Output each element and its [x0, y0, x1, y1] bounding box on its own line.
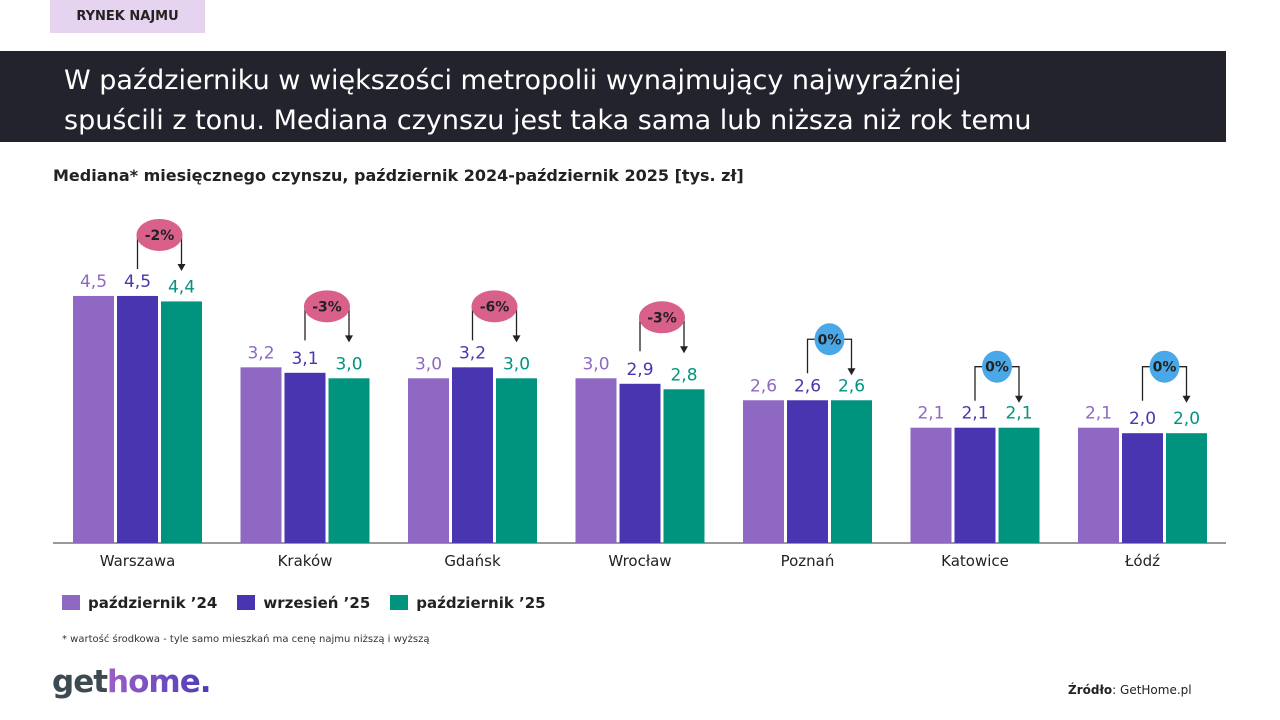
arrow-down-icon: [345, 335, 353, 343]
footnote: * wartość środkowa - tyle samo mieszkań …: [62, 634, 430, 645]
bar: [663, 389, 705, 543]
arrow-down-icon: [1015, 395, 1023, 403]
change-badge: [136, 218, 183, 251]
bar: [117, 295, 158, 543]
logo-part: get: [52, 664, 108, 700]
data-label: 2,1: [917, 404, 944, 424]
category-label: Katowice: [941, 552, 1009, 570]
source-value: : GetHome.pl: [1112, 683, 1192, 697]
change-label: 0%: [818, 332, 842, 348]
legend-swatch: [237, 595, 256, 610]
data-label: 2,1: [961, 404, 988, 424]
bar: [787, 400, 828, 543]
category-label: Gdańsk: [444, 552, 501, 570]
bar: [831, 400, 872, 543]
data-label: 3,0: [503, 354, 530, 374]
legend-swatch: [62, 595, 80, 610]
bar: [73, 295, 114, 543]
data-label: 3,1: [291, 349, 318, 369]
change-badge: [471, 290, 518, 323]
data-label: 3,2: [459, 343, 486, 363]
legend-label: październik ’25: [416, 594, 546, 612]
section-tag: RYNEK NAJMU: [50, 0, 205, 33]
arrow-down-icon: [847, 368, 856, 376]
data-label: 2,0: [1129, 409, 1156, 429]
data-label: 4,5: [80, 272, 107, 292]
data-label: 4,5: [124, 272, 151, 292]
change-label: 0%: [1153, 360, 1177, 376]
chart-title: Mediana* miesięcznego czynszu, październ…: [53, 166, 744, 185]
category-label: Łódź: [1124, 552, 1160, 570]
bar: [575, 378, 617, 543]
bar: [910, 427, 952, 543]
arrow-down-icon: [177, 263, 186, 271]
category-label: Warszawa: [100, 552, 176, 570]
data-label: 3,0: [415, 354, 442, 374]
change-badge: [814, 323, 845, 356]
category-label: Poznań: [781, 552, 835, 570]
legend-swatch: [390, 595, 409, 610]
bar: [619, 383, 661, 543]
change-label: -3%: [647, 310, 677, 326]
headline: W październiku w większości metropolii w…: [0, 51, 1226, 142]
headline-line-2: spuścili z tonu. Mediana czynszu jest ta…: [64, 105, 1032, 136]
legend: październik ’24 wrzesień ’25 październik…: [62, 594, 546, 612]
data-label: 2,1: [1005, 404, 1032, 424]
legend-item: październik ’24: [62, 594, 217, 612]
data-label: 3,0: [582, 354, 609, 374]
data-label: 2,1: [1085, 404, 1112, 424]
bar: [743, 400, 784, 543]
legend-label: październik ’24: [88, 594, 218, 612]
bar: [1078, 427, 1119, 543]
bar: [408, 378, 449, 543]
category-label: Wrocław: [608, 552, 671, 570]
bar: [161, 301, 202, 543]
gethome-logo: gethome.: [52, 664, 212, 700]
data-label: 2,9: [626, 360, 653, 380]
data-label: 4,4: [168, 277, 195, 297]
change-badge: [639, 301, 685, 334]
change-label: -3%: [312, 299, 342, 315]
bar: [1122, 433, 1163, 543]
legend-item: październik ’25: [390, 594, 546, 612]
logo-part: home.: [107, 664, 211, 700]
legend-label: wrzesień ’25: [263, 594, 371, 612]
bar: [954, 427, 996, 543]
bar: [328, 378, 370, 543]
data-label: 3,0: [335, 354, 362, 374]
data-label: 2,6: [838, 376, 865, 396]
change-badge: [304, 290, 350, 323]
data-label: 3,2: [247, 343, 274, 363]
arrow-down-icon: [680, 346, 688, 354]
source-label: Źródło: [1068, 683, 1113, 697]
source: Źródło: GetHome.pl: [1068, 683, 1192, 697]
data-label: 2,6: [750, 376, 777, 396]
bar: [1166, 433, 1207, 543]
change-badge: [982, 350, 1012, 383]
change-label: -6%: [480, 299, 510, 315]
change-badge: [1149, 350, 1180, 383]
bar: [998, 427, 1040, 543]
category-label: Kraków: [278, 552, 333, 570]
data-label: 2,0: [1173, 409, 1200, 429]
bar: [240, 367, 282, 543]
data-label: 2,6: [794, 376, 821, 396]
change-label: -2%: [145, 228, 175, 244]
change-label: 0%: [985, 360, 1009, 376]
legend-item: wrzesień ’25: [237, 594, 370, 612]
bar: [452, 367, 493, 543]
bar: [284, 372, 326, 543]
headline-line-1: W październiku w większości metropolii w…: [64, 65, 962, 96]
arrow-down-icon: [1182, 395, 1191, 403]
arrow-down-icon: [512, 335, 521, 343]
bar: [496, 378, 537, 543]
data-label: 2,8: [670, 365, 697, 385]
